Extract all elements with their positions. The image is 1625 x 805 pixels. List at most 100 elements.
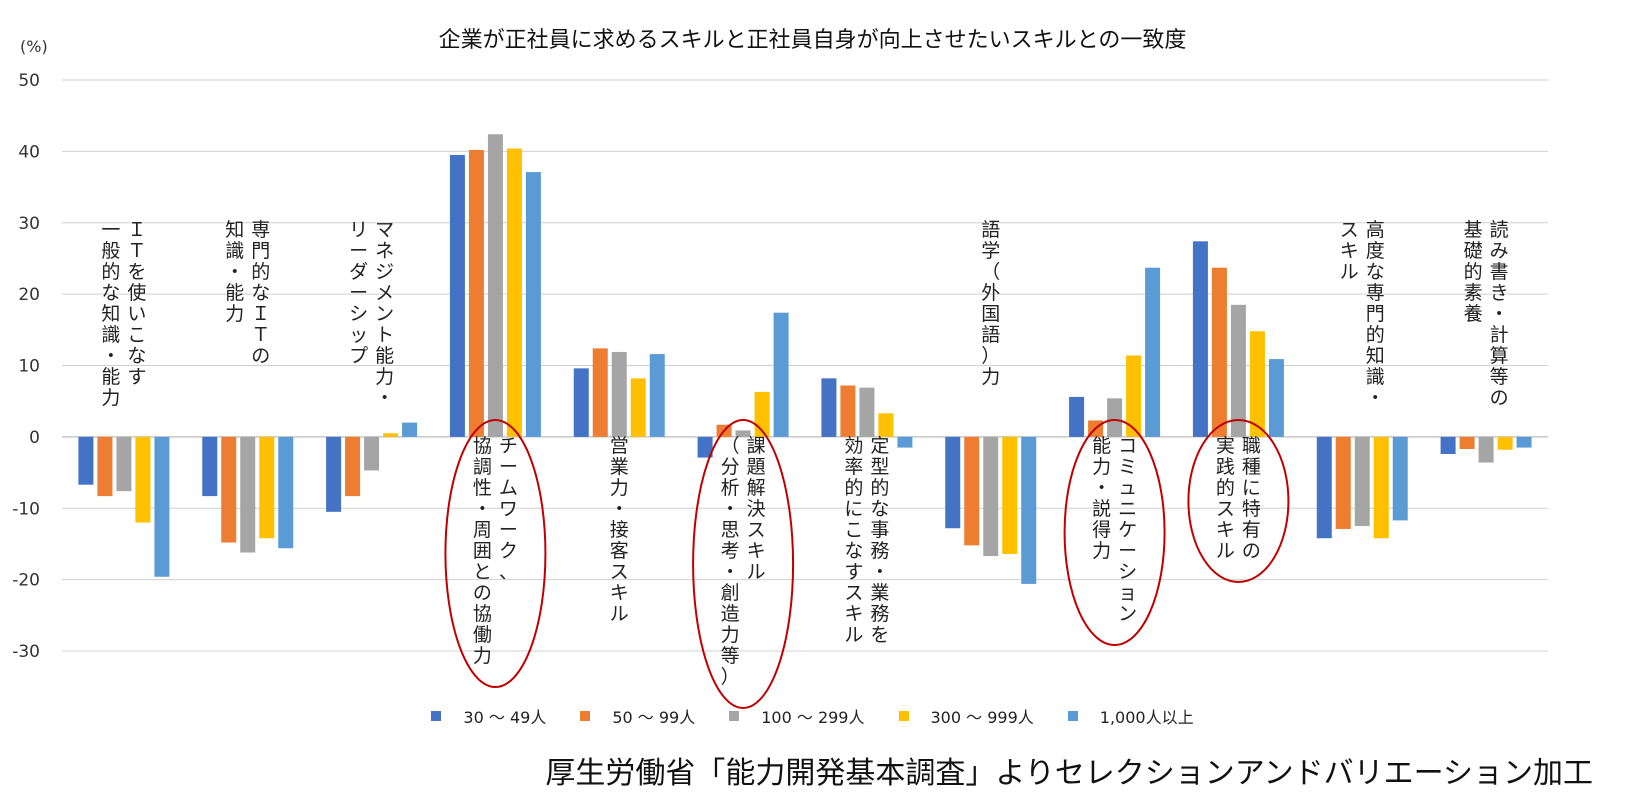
category-label: 協調性・周囲との協働力 (473, 435, 492, 667)
bar (202, 436, 218, 497)
bar (1478, 436, 1494, 463)
bar (402, 422, 418, 437)
bar (449, 154, 465, 437)
bar (945, 436, 961, 529)
legend-swatch-1000-plus (1067, 711, 1078, 721)
legend-label-1000-plus: 1,000人以上 (1099, 708, 1194, 727)
category-label: 課題解決スキル (747, 435, 766, 583)
bar (154, 436, 170, 577)
legend-swatch-300-999 (898, 711, 909, 721)
category-label: 専門的なＩＴの (251, 219, 270, 367)
bar (1497, 436, 1513, 450)
bar (1392, 436, 1408, 521)
bar (1459, 436, 1475, 450)
legend-swatch-50-99 (580, 711, 591, 721)
bar (506, 148, 522, 437)
bar (840, 385, 856, 437)
legend-item-100-299: 100 ～ 299人 (729, 704, 865, 728)
legend-item-1000-plus: 1,000人以上 (1067, 704, 1194, 728)
bar (983, 436, 999, 557)
category-label: 定型的な事務・業務を (870, 435, 889, 646)
legend-label-100-299: 100 ～ 299人 (761, 708, 865, 727)
category-label: スキル (1340, 219, 1359, 283)
category-label: ＩＴを使いこなす (127, 219, 146, 388)
category-label: 読み書き・計算等の (1490, 219, 1509, 409)
category-label: 知識・能力 (225, 219, 244, 325)
bar (897, 436, 913, 448)
category-label: マネジメント能力・ (375, 219, 394, 409)
category-label: 実践的スキル (1216, 435, 1235, 562)
bar (326, 436, 342, 512)
category-label: 能力・説得力 (1092, 435, 1111, 562)
bar (735, 430, 751, 437)
bar (649, 354, 665, 437)
bar (1107, 398, 1123, 437)
bar (630, 378, 646, 437)
legend-item-300-999: 300 ～ 999人 (898, 704, 1034, 728)
category-label: 職種に特有の (1242, 435, 1261, 562)
bar (487, 134, 503, 437)
bar (345, 436, 361, 497)
legend-swatch-100-299 (729, 711, 740, 721)
legend-label-30-49: 30 ～ 49人 (463, 708, 547, 727)
y-tick-label: 20 (18, 285, 40, 305)
category-label: （分析・思考・創造力等） (721, 435, 740, 688)
legend-item-50-99: 50 ～ 99人 (580, 704, 695, 728)
bar (240, 436, 256, 553)
y-tick-label: -20 (12, 571, 40, 591)
source-note: 厚生労働省「能力開発基本調査」よりセレクションアンドバリエーション加工 (545, 756, 1593, 791)
bar (468, 149, 484, 437)
bar (1316, 436, 1332, 539)
category-label: コミュニケーション (1118, 435, 1137, 625)
category-label: 営業力・接客スキル (610, 435, 629, 625)
bar (221, 436, 237, 543)
bar (278, 436, 294, 549)
category-label: チームワーク、 (499, 435, 518, 583)
bar (1192, 241, 1208, 437)
bar (1440, 436, 1456, 455)
y-tick-label: -10 (12, 499, 40, 519)
y-axis-unit: (%) (20, 37, 48, 56)
y-tick-label: 10 (18, 357, 40, 377)
bar (1069, 396, 1085, 437)
bar (1211, 267, 1227, 437)
bar (859, 387, 875, 437)
bar (1021, 436, 1037, 584)
highlight-ellipse (1187, 419, 1290, 583)
y-tick-label: 0 (29, 428, 40, 448)
bar (259, 436, 275, 539)
bar (1002, 436, 1018, 554)
chart-legend: 30 ～ 49人 50 ～ 99人 100 ～ 299人 300 ～ 999人 … (0, 704, 1625, 728)
y-tick-label: 40 (18, 142, 40, 162)
legend-swatch-30-49 (431, 711, 442, 721)
bar (97, 436, 113, 497)
bar (1145, 267, 1161, 437)
bar (821, 378, 837, 437)
bar (1354, 436, 1370, 527)
bar (1230, 304, 1246, 437)
highlight-ellipse (1063, 419, 1166, 646)
bar (697, 436, 713, 458)
bar (1126, 355, 1142, 437)
bar (78, 436, 94, 485)
legend-label-300-999: 300 ～ 999人 (930, 708, 1034, 727)
y-tick-label: -30 (12, 642, 40, 662)
bar (878, 413, 894, 437)
category-label: 高度な専門的知識・ (1366, 219, 1385, 409)
bar (364, 436, 380, 471)
category-label: 一般的な知識・能力 (101, 219, 120, 409)
bar (1335, 436, 1351, 529)
category-label: リーダーシップ (349, 219, 368, 367)
bar (1268, 359, 1284, 437)
category-label: 効率的にこなすスキル (844, 435, 863, 646)
legend-label-50-99: 50 ～ 99人 (612, 708, 696, 727)
chart-title: 企業が正社員に求めるスキルと正社員自身が向上させたいスキルとの一致度 (438, 28, 1187, 53)
bar (135, 436, 151, 523)
bar (592, 348, 608, 437)
y-tick-label: 30 (18, 214, 40, 234)
legend-item-30-49: 30 ～ 49人 (431, 704, 546, 728)
bar (611, 351, 627, 437)
bar (116, 436, 132, 492)
bar (1373, 436, 1389, 539)
